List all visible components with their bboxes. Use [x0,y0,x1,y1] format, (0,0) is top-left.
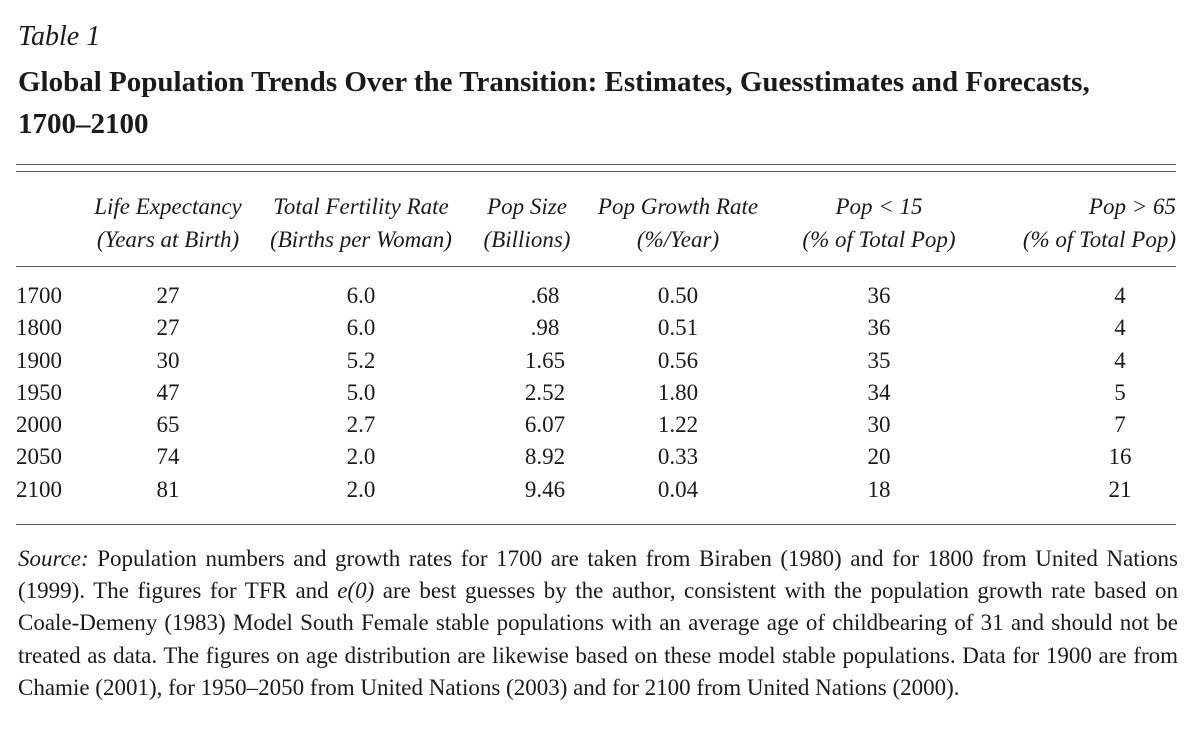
table-row: 1800 27 6.0 .98 0.51 36 4 [16,312,1176,344]
table-cell: 2.7 [346,412,376,438]
table-row: 1700 27 6.0 .68 0.50 36 4 [16,280,1176,312]
column-header: Pop > 65 (% of Total Pop) [1022,194,1176,252]
table-row: 2100 81 2.0 9.46 0.04 18 21 [16,474,1176,506]
life-expectancy-symbol: e(0) [337,578,375,604]
year-header [16,190,86,262]
note-text: Population numbers and growth rates for … [18,546,1178,604]
table-cell: 4 [1114,315,1126,341]
table-cell: 18 [867,476,891,502]
year-cell: 2050 [16,444,62,470]
table-label: Table 1 [18,21,101,52]
table-cell: 35 [867,347,891,373]
table-cell: 81 [156,476,180,502]
table-cell: 4 [1114,347,1126,373]
population-table: Life Expectancy (Years at Birth) Total Fe… [16,190,1176,506]
year-cell: 1950 [16,379,62,405]
year-cell: 1900 [16,347,62,373]
table-cell: 6.0 [346,283,376,308]
table-cell: 1.22 [657,412,699,438]
table-row: 2000 65 2.7 6.07 1.22 30 7 [16,409,1176,441]
table-cell: 27 [156,283,180,308]
top-rule [16,164,1176,165]
table-cell: 5.2 [346,347,376,373]
year-cell: 1800 [16,315,62,341]
table-cell: 0.51 [657,315,699,341]
column-header: Pop Size (Billions) [483,194,571,252]
table-cell: .98 [530,315,560,341]
table-cell: 74 [156,444,180,470]
table-cell: 30 [156,347,180,373]
table-cell: 2.52 [524,379,566,405]
header-rule [16,266,1176,267]
year-cell: 2100 [16,476,62,502]
table-cell: 0.50 [657,283,699,308]
table-cell: 36 [867,283,891,308]
table-cell: 0.33 [657,444,699,470]
table-cell: 34 [867,379,891,405]
table-cell: .68 [530,283,560,308]
table-cell: 1.65 [524,347,566,373]
table-cell: 2.0 [346,476,376,502]
table-cell: 8.92 [524,444,566,470]
table-cell: 36 [867,315,891,341]
table-cell: 20 [867,444,891,470]
table-cell: 9.46 [524,476,566,502]
table-cell: 16 [1108,444,1132,470]
table-cell: 4 [1114,283,1126,308]
table-cell: 30 [867,412,891,438]
year-cell: 2000 [16,412,62,438]
bottom-rule [16,524,1176,525]
table-row: 1950 47 5.0 2.52 1.80 34 5 [16,377,1176,409]
table-cell: 47 [156,379,180,405]
table-cell: 5.0 [346,379,376,405]
table-cell: 1.80 [657,379,699,405]
column-header: Total Fertility Rate (Births per Woman) [270,194,452,252]
source-note: Source: Population numbers and growth ra… [18,543,1178,704]
column-header: Pop Growth Rate (%/Year) [597,194,759,252]
table-cell: 2.0 [346,444,376,470]
source-label: Source: [18,546,89,571]
table-cell: 21 [1108,476,1132,502]
column-header: Life Expectancy (Years at Birth) [94,194,242,252]
column-header: Pop < 15 (% of Total Pop) [802,194,956,252]
note-text: are best guesses by the author, consiste… [18,578,1178,700]
table-title: Global Population Trends Over the Transi… [18,66,1090,140]
table-cell: 27 [156,315,180,341]
table-cell: 0.56 [657,347,699,373]
table-row: 2050 74 2.0 8.92 0.33 20 16 [16,441,1176,473]
top-rule-double [16,171,1176,172]
table-cell: 7 [1114,412,1126,438]
header-row: Life Expectancy (Years at Birth) Total Fe… [16,190,1176,262]
table-cell: 6.0 [346,315,376,341]
table-cell: 0.04 [657,476,699,502]
table-row: 1900 30 5.2 1.65 0.56 35 4 [16,345,1176,377]
table-cell: 5 [1114,379,1126,405]
year-cell: 1700 [16,283,62,308]
table-cell: 6.07 [524,412,566,438]
table-cell: 65 [156,412,180,438]
